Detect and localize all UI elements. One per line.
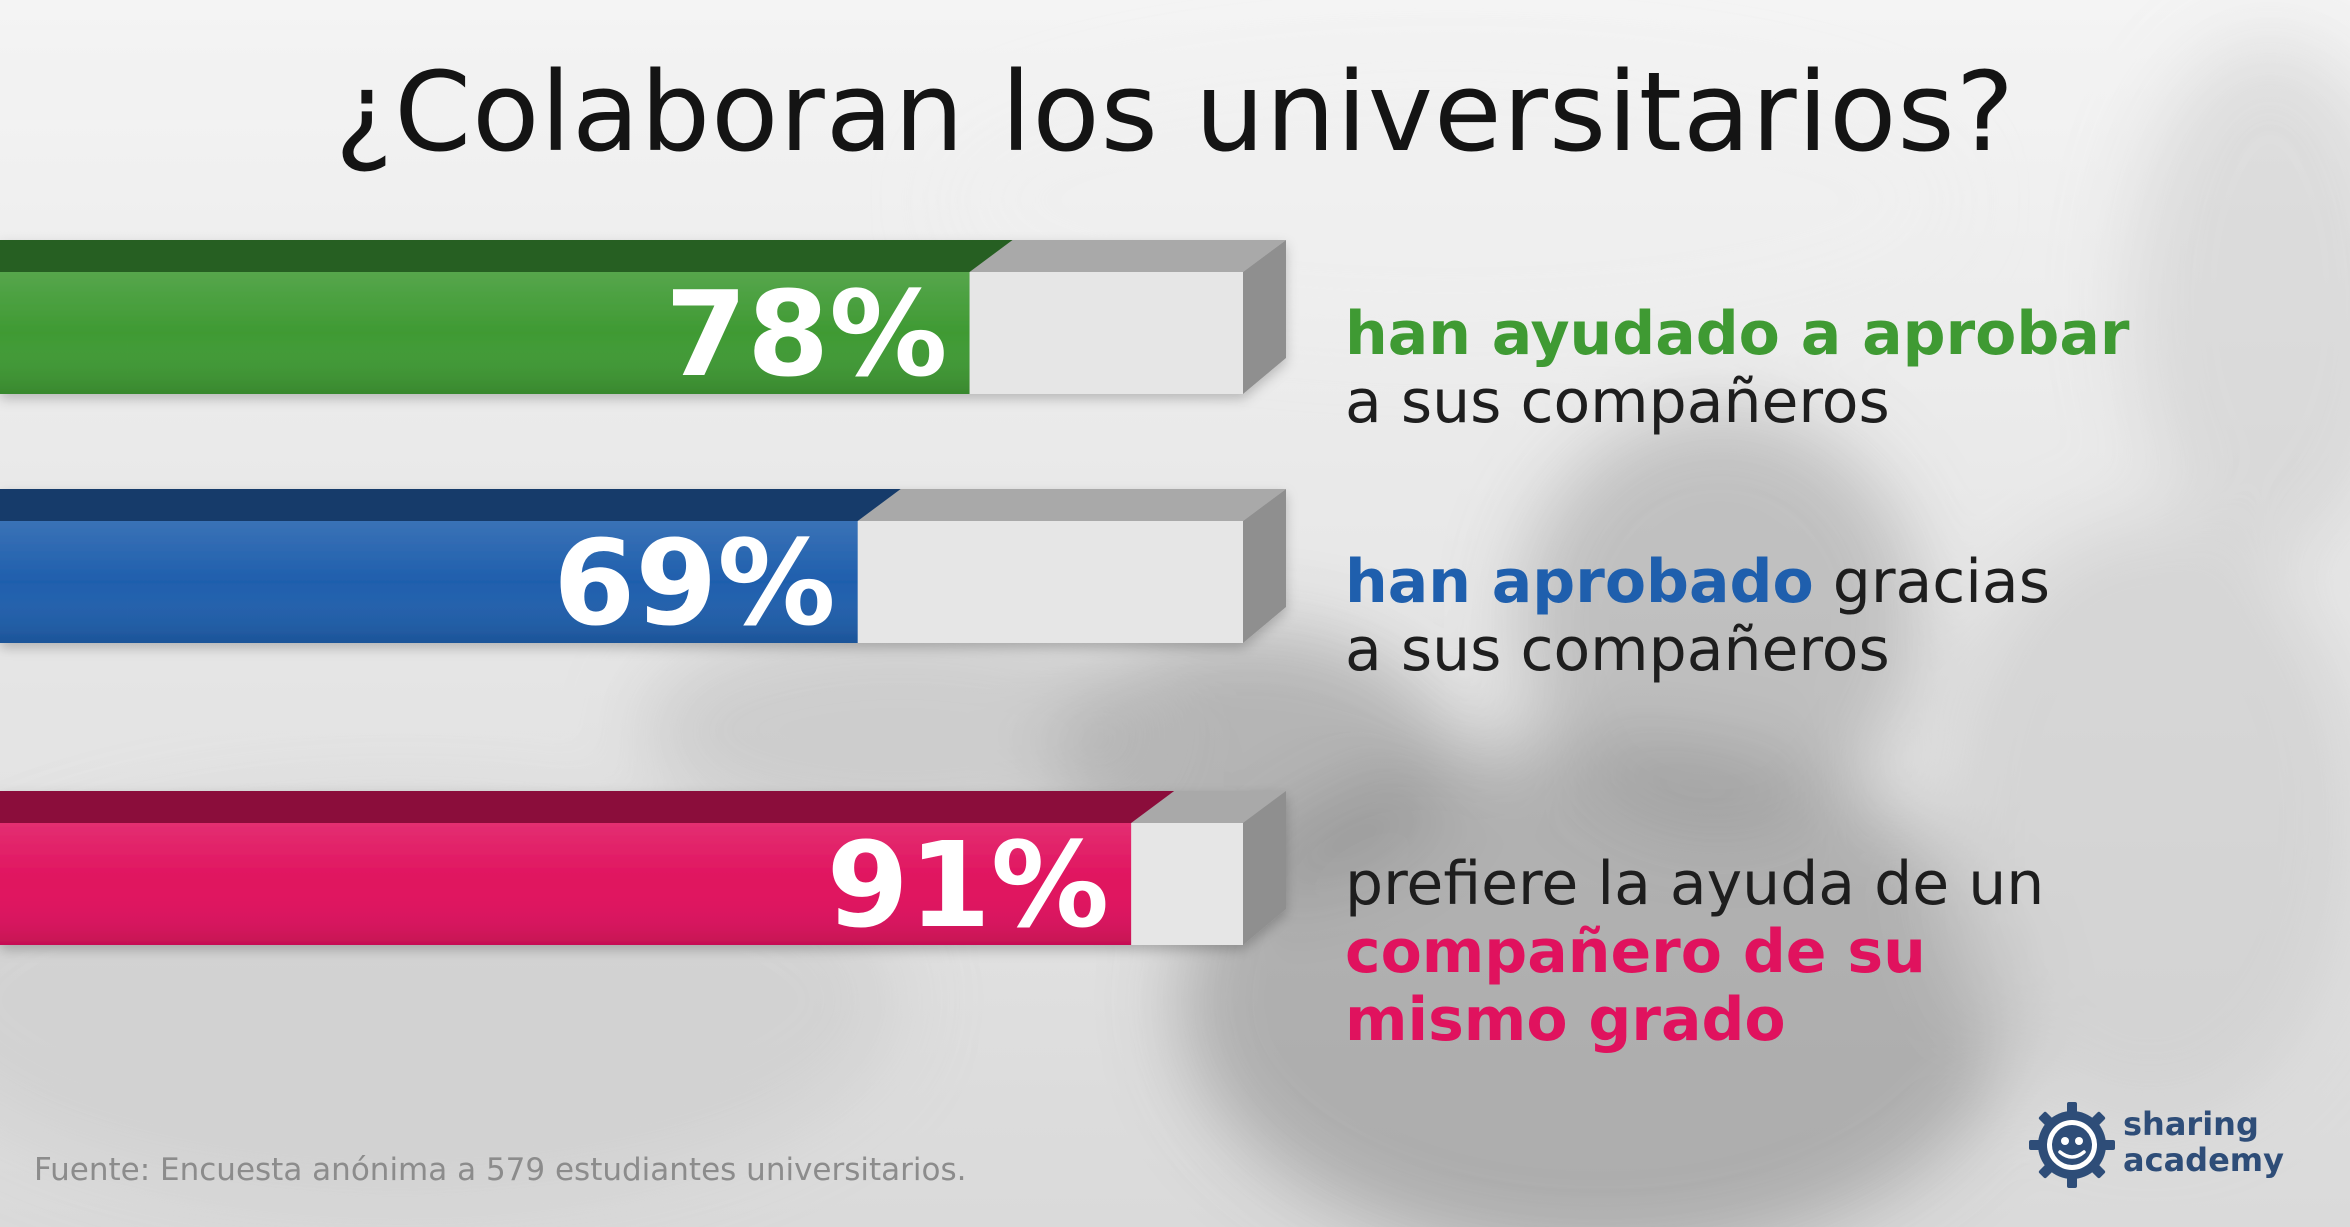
desc-line: han ayudado a aprobar bbox=[1345, 300, 2245, 368]
desc-line: han aprobado gracias bbox=[1345, 548, 2245, 616]
bar-value-label: 78% bbox=[665, 265, 947, 403]
desc-line: a sus compañeros bbox=[1345, 368, 2245, 436]
bar-2: 69% bbox=[0, 489, 1286, 652]
desc-segment: prefiere la ayuda de un bbox=[1345, 849, 2045, 919]
brand-line-1: sharing bbox=[2123, 1105, 2259, 1143]
brand-logo[interactable]: sharing academy bbox=[2027, 1098, 2287, 1198]
desc-segment: mismo grado bbox=[1345, 985, 1786, 1055]
bar-fill-top bbox=[0, 489, 901, 521]
bar-3: 91% bbox=[0, 791, 1286, 954]
desc-line: a sus compañeros bbox=[1345, 616, 2245, 684]
bar-fill-gloss bbox=[0, 823, 1132, 945]
bar-description-1: han ayudado a aprobar a sus compañeros bbox=[1345, 300, 2245, 436]
bar-track-side bbox=[1243, 240, 1286, 394]
bar-1: 78% bbox=[0, 240, 1286, 403]
desc-segment: compañero de su bbox=[1345, 917, 1926, 987]
sharing-academy-logo-icon bbox=[2029, 1102, 2115, 1188]
desc-segment: gracias bbox=[1832, 547, 2050, 617]
bar-fill-gloss bbox=[0, 272, 970, 394]
desc-segment: han ayudado a aprobar bbox=[1345, 299, 2130, 369]
bar-track-side bbox=[1243, 791, 1286, 945]
bar-fill-top bbox=[0, 240, 1013, 272]
source-note: Fuente: Encuesta anónima a 579 estudiant… bbox=[34, 1152, 967, 1188]
desc-segment: a sus compañeros bbox=[1345, 367, 1890, 437]
bar-value-label: 69% bbox=[553, 514, 835, 652]
brand-line-2: academy bbox=[2123, 1141, 2284, 1179]
desc-line: mismo grado bbox=[1345, 986, 2245, 1054]
bar-description-2: han aprobado gracias a sus compañeros bbox=[1345, 548, 2245, 684]
bar-track-side bbox=[1243, 489, 1286, 643]
desc-line: prefiere la ayuda de un bbox=[1345, 850, 2245, 918]
bar-fill-top bbox=[0, 791, 1175, 823]
bar-description-3: prefiere la ayuda de un compañero de su … bbox=[1345, 850, 2245, 1054]
bar-value-label: 91% bbox=[827, 816, 1109, 954]
page-title: ¿Colaboran los universitarios? bbox=[334, 48, 2016, 176]
desc-segment: han aprobado bbox=[1345, 547, 1814, 617]
bar-fill-gloss bbox=[0, 521, 858, 643]
brand-name: sharing academy bbox=[2123, 1106, 2284, 1178]
desc-line: compañero de su bbox=[1345, 918, 2245, 986]
desc-segment: a sus compañeros bbox=[1345, 615, 1890, 685]
